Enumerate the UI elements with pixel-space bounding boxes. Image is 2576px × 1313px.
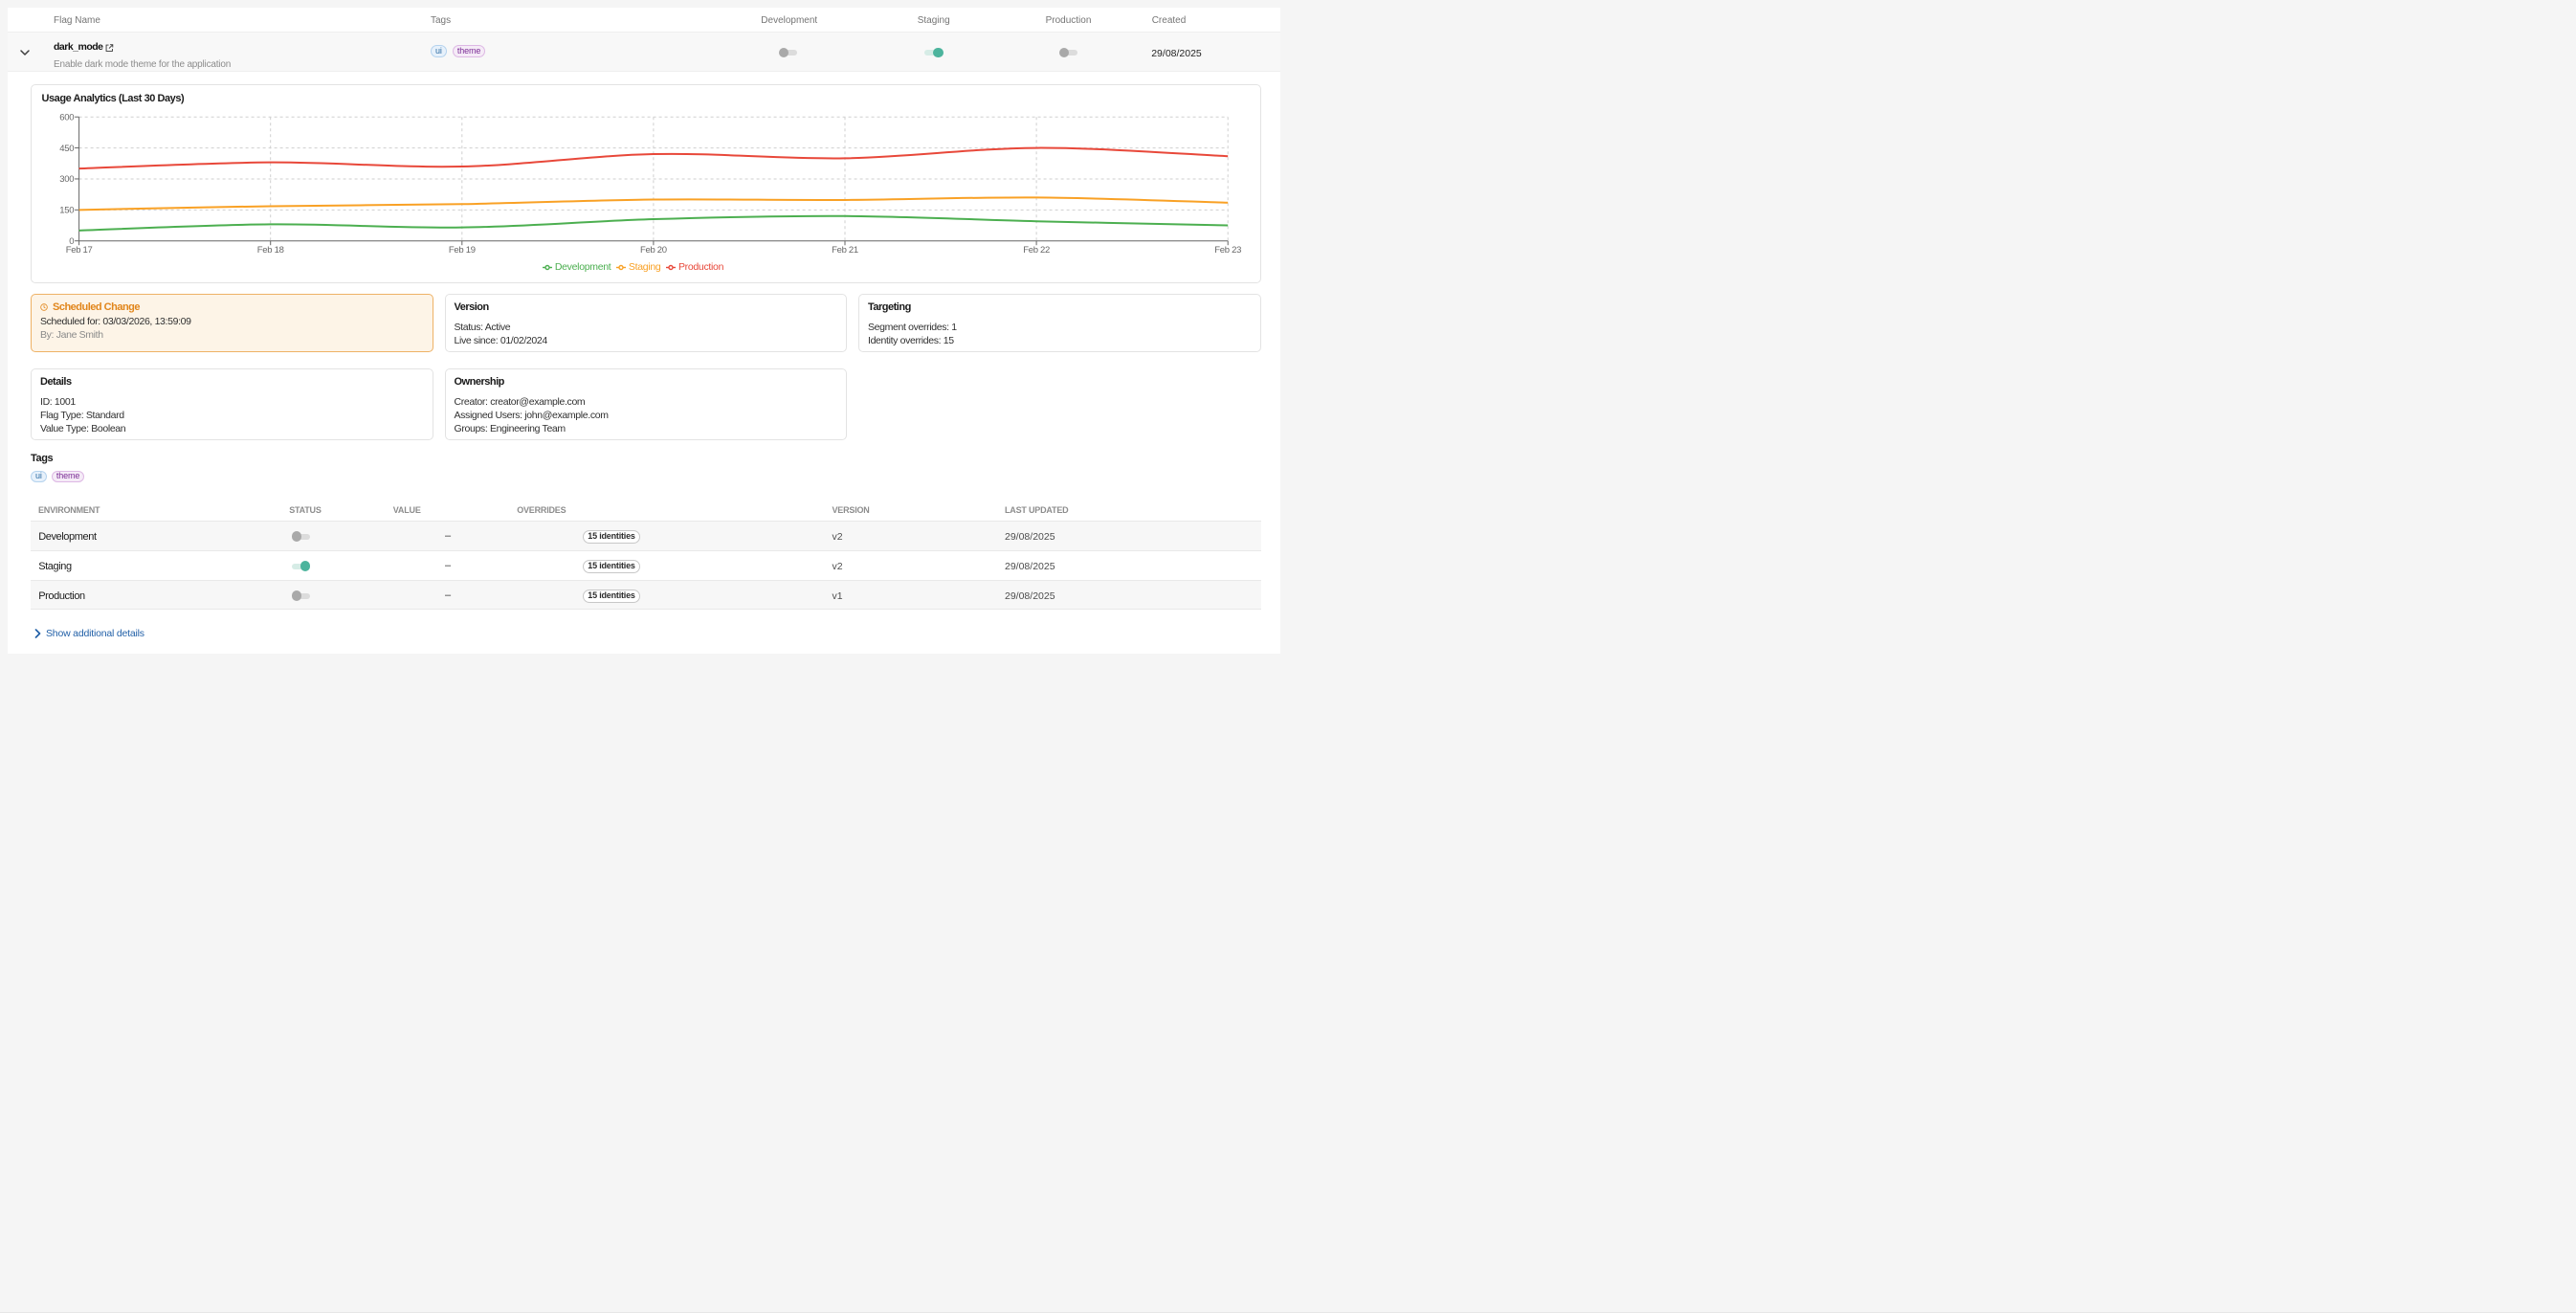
svg-text:Feb 17: Feb 17 xyxy=(66,245,93,256)
svg-text:Feb 20: Feb 20 xyxy=(640,245,667,256)
svg-text:Feb 21: Feb 21 xyxy=(832,245,858,256)
svg-text:Feb 23: Feb 23 xyxy=(1214,245,1241,256)
svg-text:600: 600 xyxy=(59,113,74,123)
svg-text:Feb 18: Feb 18 xyxy=(257,245,284,256)
svg-text:Feb 19: Feb 19 xyxy=(449,245,476,256)
svg-text:150: 150 xyxy=(59,206,74,216)
svg-text:450: 450 xyxy=(59,144,74,154)
svg-text:Feb 22: Feb 22 xyxy=(1023,245,1050,256)
svg-text:300: 300 xyxy=(59,174,74,185)
svg-text:0: 0 xyxy=(69,236,74,247)
